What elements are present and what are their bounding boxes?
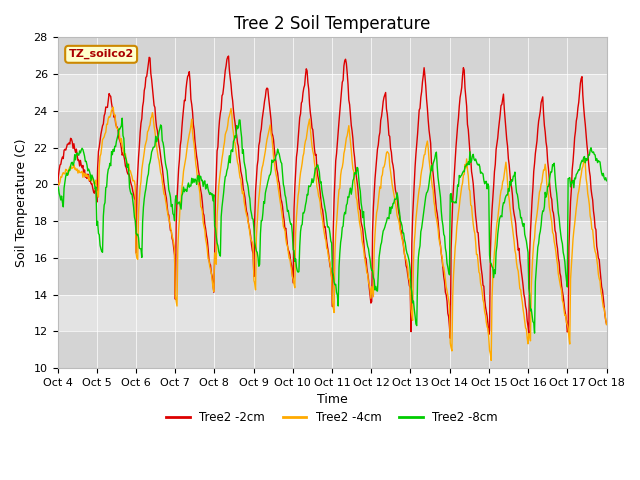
X-axis label: Time: Time bbox=[317, 394, 348, 407]
Legend: Tree2 -2cm, Tree2 -4cm, Tree2 -8cm: Tree2 -2cm, Tree2 -4cm, Tree2 -8cm bbox=[161, 406, 502, 429]
Bar bbox=[58, 37, 607, 74]
Y-axis label: Soil Temperature (C): Soil Temperature (C) bbox=[15, 139, 28, 267]
Bar bbox=[58, 221, 607, 258]
Bar bbox=[58, 111, 607, 148]
Bar bbox=[58, 331, 607, 368]
Title: Tree 2 Soil Temperature: Tree 2 Soil Temperature bbox=[234, 15, 430, 33]
Text: TZ_soilco2: TZ_soilco2 bbox=[68, 49, 134, 60]
Bar bbox=[58, 295, 607, 331]
Bar bbox=[58, 258, 607, 295]
Bar bbox=[58, 148, 607, 184]
Bar bbox=[58, 74, 607, 111]
Bar bbox=[58, 184, 607, 221]
